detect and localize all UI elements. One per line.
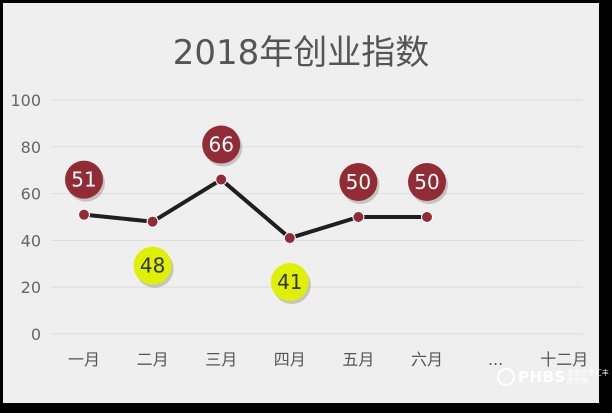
y-tick-label: 100 (10, 91, 41, 110)
line-chart: 0 20 40 60 80 100 一月 二月 三月 四月 五月 六月... 十二月 51 48 66 41 50… (10, 91, 588, 369)
x-tick-label: 五月 (342, 350, 374, 369)
y-tick-label: 60 (21, 185, 41, 204)
data-point (352, 211, 365, 223)
data-point (78, 208, 90, 221)
phbs-logo: PHBS 北京大学汇丰商学院 (497, 366, 611, 388)
data-label: 50 (346, 170, 371, 194)
data-point (283, 232, 296, 245)
data-label-bubble (133, 246, 172, 285)
x-tick-label: 二月 (137, 350, 169, 369)
data-point (215, 173, 228, 186)
x-tick-label: 十二月 (540, 350, 588, 369)
logo-text: PHBS (518, 368, 566, 386)
x-tick-label: 一月 (68, 350, 100, 369)
x-tick-label: 三月 (205, 350, 237, 369)
x-tick-label: ... (488, 350, 503, 369)
y-tick-label: 40 (21, 231, 41, 250)
chart-title: 2018年创业指数 (172, 33, 430, 73)
data-label-bubble (408, 163, 446, 201)
y-tick-label: 20 (21, 278, 41, 297)
data-label: 48 (140, 254, 165, 278)
data-label: 51 (71, 168, 96, 192)
y-tick-label: 0 (31, 325, 41, 344)
logo-mark-icon (497, 368, 515, 386)
y-tick-label: 80 (21, 138, 41, 157)
x-tick-label: 六月 (411, 350, 443, 369)
data-label: 41 (277, 270, 302, 294)
data-label-bubble (65, 160, 103, 199)
data-label-bubble (339, 163, 378, 201)
data-label: 66 (208, 133, 233, 157)
data-label-bubble (202, 125, 241, 164)
chart-panel: 2018年创业指数 0 20 40 60 80 100 一月 二月 三月 四月 五月 六月... 十二月… (3, 3, 609, 403)
data-point (421, 211, 433, 223)
data-label-bubble (270, 263, 309, 302)
data-point (146, 215, 159, 228)
data-label: 50 (414, 170, 439, 194)
logo-subtext: 北京大学汇丰商学院 (566, 369, 609, 385)
x-tick-label: 四月 (274, 350, 306, 369)
series-line (82, 177, 429, 241)
